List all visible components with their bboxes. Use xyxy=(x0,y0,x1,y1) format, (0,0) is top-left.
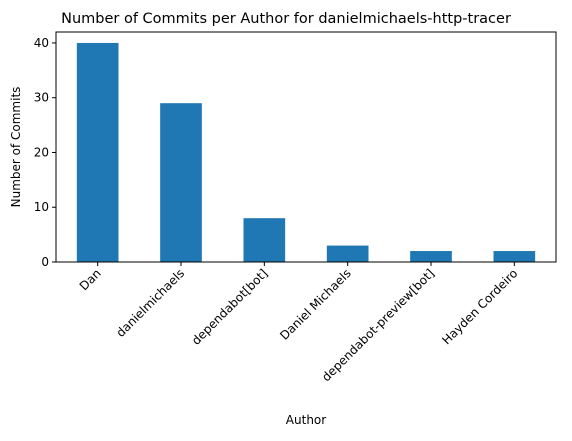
x-tick-label-2: dependabot[bot] xyxy=(189,266,271,348)
y-tick-label-3: 30 xyxy=(34,91,49,105)
x-axis-label: Author xyxy=(286,413,326,427)
bar-2 xyxy=(244,218,286,262)
y-tick-label-4: 40 xyxy=(34,36,49,50)
bar-4 xyxy=(410,251,452,262)
bar-0 xyxy=(77,43,119,262)
plot-frame xyxy=(56,32,556,262)
y-tick-label-1: 10 xyxy=(34,200,49,214)
bar-3 xyxy=(327,246,369,262)
chart-title: Number of Commits per Author for danielm… xyxy=(61,11,511,27)
x-tick-label-0: Dan xyxy=(77,266,104,293)
x-tick-label-3: Daniel Michaels xyxy=(277,266,354,343)
x-tick-label-5: Hayden Cordeiro xyxy=(439,266,520,347)
bars-layer xyxy=(77,43,535,262)
y-tick-label-2: 20 xyxy=(34,145,49,159)
y-axis-label: Number of Commits xyxy=(9,87,23,208)
x-axis-ticks: Dan danielmichaels dependabot[bot] Daniel M… xyxy=(77,262,521,384)
bar-1 xyxy=(160,103,202,262)
bar-5 xyxy=(494,251,536,262)
y-tick-label-0: 0 xyxy=(41,255,49,269)
x-tick-label-1: danielmichaels xyxy=(113,266,187,340)
y-axis-ticks: 0 10 20 30 40 xyxy=(34,36,56,269)
